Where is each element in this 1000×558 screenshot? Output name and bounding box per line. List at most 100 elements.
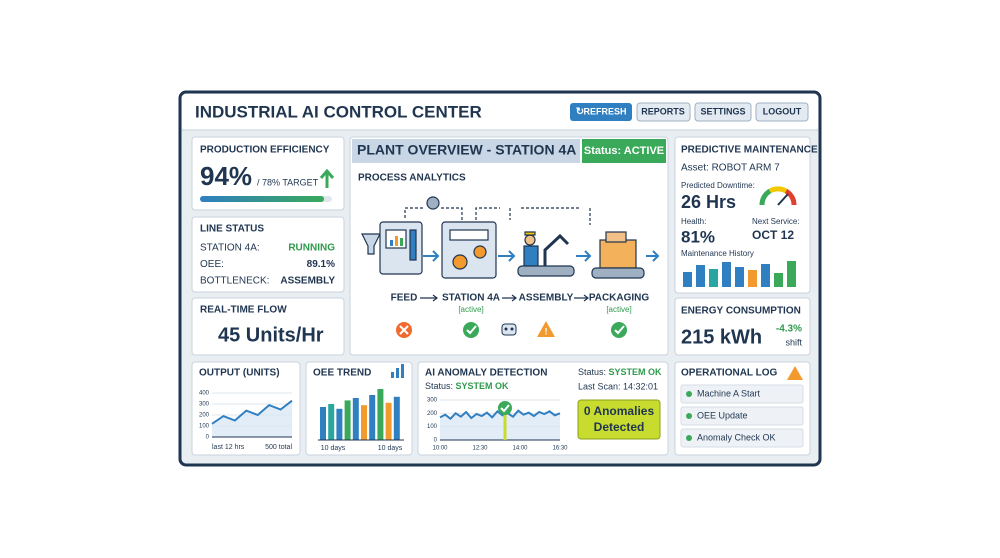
section-title: PROCESS ANALYTICS — [358, 173, 466, 184]
status-label: Status: — [425, 381, 453, 391]
panel-title: OUTPUT (UNITS) — [199, 368, 280, 379]
y-tick-label: 0 — [434, 438, 438, 444]
log-entry — [680, 428, 804, 448]
y-tick-label: 100 — [427, 424, 438, 430]
status-label: Status: — [578, 367, 606, 377]
stage-icons: ! — [396, 321, 627, 338]
stage-label: STATION 4A — [442, 293, 500, 304]
status-value: SYSTEM OK — [456, 381, 510, 391]
panel-title: LINE STATUS — [200, 224, 264, 235]
y-tick-label: 400 — [199, 391, 210, 397]
history-bar — [735, 267, 744, 287]
reports-button[interactable] — [636, 102, 691, 122]
energy-value: 215 kWh — [681, 326, 762, 348]
y-tick-label: 300 — [199, 402, 210, 408]
stage-label: ASSEMBLY — [519, 293, 574, 304]
status-value: RUNNING — [288, 243, 335, 254]
panel-title: ENERGY CONSUMPTION — [681, 306, 801, 317]
badge-line: 0 Anomalies — [584, 404, 655, 418]
bar — [361, 405, 367, 440]
status-value: ASSEMBLY — [280, 276, 335, 287]
bar — [336, 408, 343, 440]
up-arrow — [319, 168, 335, 188]
status-badge — [582, 139, 666, 163]
reports-label[interactable]: REPORTS — [641, 106, 685, 116]
log-dot — [686, 391, 692, 397]
asset: Asset: ROBOT ARM 7 — [681, 163, 780, 174]
stage-label: PACKAGING — [589, 293, 650, 304]
app-title: INDUSTRIAL AI CONTROL CENTER — [195, 102, 482, 121]
x-tick-label: 16:30 — [552, 446, 568, 452]
status-value: 89.1% — [307, 259, 335, 270]
badge-line: Detected — [594, 420, 645, 434]
chart-icon — [391, 364, 404, 378]
history-label: Maintenance History — [681, 249, 754, 258]
warning-icon — [787, 366, 803, 380]
refresh-label[interactable]: REFRESH — [583, 106, 626, 116]
history-bar — [761, 264, 770, 287]
bar — [377, 389, 384, 440]
downtime-value: 26 Hrs — [681, 192, 736, 212]
bar — [369, 395, 376, 440]
status-label: STATION 4A: — [200, 243, 260, 254]
maintenance-panel — [674, 136, 811, 294]
history-bar — [722, 262, 731, 287]
panel-title: OEE TREND — [313, 368, 371, 379]
settings-button[interactable] — [694, 102, 752, 122]
panel-title: PRODUCTION EFFICIENCY — [200, 145, 330, 156]
y-tick-label: 0 — [206, 435, 210, 441]
footer-left: last 12 hrs — [212, 444, 245, 451]
history-bar — [748, 270, 757, 287]
status-label: OEE: — [200, 259, 224, 270]
history-bar — [696, 265, 705, 287]
history-bar — [683, 272, 692, 287]
y-tick-label: 200 — [199, 413, 210, 419]
gauge — [759, 186, 797, 206]
history-bar — [787, 261, 796, 287]
next-value: OCT 12 — [752, 228, 794, 242]
history-bar — [774, 273, 783, 287]
panel-title: PREDICTIVE MAINTENANCE — [681, 145, 818, 156]
settings-label[interactable]: SETTINGS — [700, 106, 745, 116]
ok-check — [500, 404, 510, 413]
status-text: Status: ACTIVE — [584, 145, 664, 157]
plant-title: PLANT OVERVIEW - STATION 4A — [357, 142, 576, 158]
logout-label[interactable]: LOGOUT — [763, 106, 802, 116]
y-tick-label: 300 — [427, 398, 438, 404]
log-dot — [686, 435, 692, 441]
anomaly-status: Status: SYSTEM OK — [425, 381, 509, 391]
efficiency-panel — [191, 136, 345, 211]
status-label: BOTTLENECK: — [200, 276, 269, 287]
anomaly-badge — [577, 399, 661, 440]
refresh-icon: ↻ — [576, 107, 584, 118]
svg-text:!: ! — [545, 326, 548, 336]
bar — [352, 398, 359, 440]
efficiency-value: 94% — [200, 161, 252, 191]
line — [211, 399, 293, 425]
last-scan: Last Scan: 14:32:01 — [578, 381, 658, 391]
panel-title: AI ANOMALY DETECTION — [425, 368, 547, 379]
footer-right: 500 total — [265, 444, 292, 451]
stage-note: [active] — [458, 305, 483, 314]
progress-fill — [200, 196, 325, 202]
x-tick-label: 12:30 — [472, 446, 488, 452]
efficiency-target: / 78% TARGET — [257, 177, 319, 187]
energy-panel — [674, 297, 811, 356]
ok-icon — [498, 401, 512, 415]
bar — [385, 402, 392, 440]
panel-title: OPERATIONAL LOG — [681, 368, 778, 379]
health-label: Health: — [681, 217, 706, 226]
x-tick-label: 14:00 — [512, 446, 528, 452]
refresh-button[interactable] — [570, 103, 632, 121]
energy-change: -4.3% — [776, 324, 802, 335]
area — [212, 400, 292, 437]
stage-label: FEED — [391, 293, 418, 304]
x-tick-label: 10:00 — [432, 446, 448, 452]
log-entry — [680, 384, 804, 404]
y-tick-label: 100 — [199, 424, 210, 430]
logout-button[interactable] — [755, 102, 809, 122]
bar — [320, 407, 326, 440]
footer-left: 10 days — [321, 445, 346, 452]
bar — [393, 396, 400, 440]
